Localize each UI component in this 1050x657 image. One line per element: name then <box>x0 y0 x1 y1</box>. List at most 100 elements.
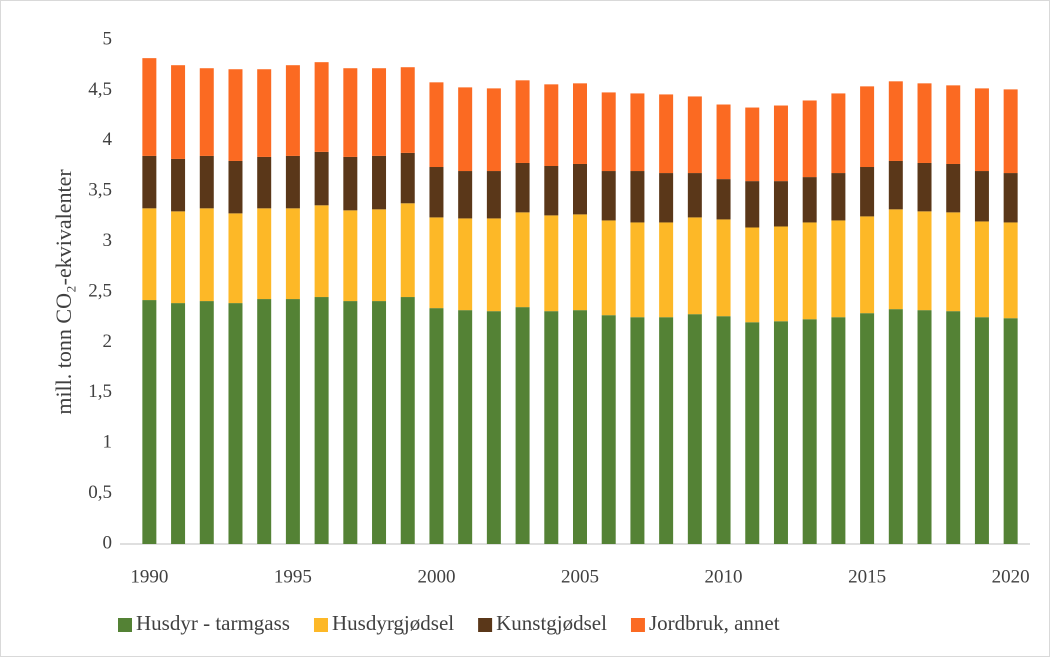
bar-segment <box>199 208 214 302</box>
y-tick-label: 1,5 <box>88 381 112 402</box>
bar-segment <box>142 208 157 301</box>
bar-segment <box>1003 89 1018 174</box>
legend-swatch <box>478 618 493 632</box>
bar-segment <box>285 65 300 156</box>
bar-segment <box>831 220 846 318</box>
bar-segment <box>142 155 157 209</box>
bar-segment <box>860 167 875 217</box>
bar-segment <box>257 208 272 300</box>
bar-segment <box>601 92 616 172</box>
bar-segment <box>343 210 358 302</box>
bar-segment <box>860 313 875 544</box>
bar-segment <box>285 155 300 209</box>
bar-segment <box>917 83 932 163</box>
bar-segment <box>888 309 903 544</box>
y-tick-label: 2 <box>103 331 113 352</box>
bar-segment <box>142 58 157 156</box>
bar-segment <box>716 104 731 180</box>
bar-segment <box>372 209 387 302</box>
bar-segment <box>314 205 329 298</box>
bar-segment <box>802 319 817 544</box>
legend-label: Husdyrgjødsel <box>332 611 454 635</box>
bar-segment <box>917 310 932 544</box>
bar-segment <box>659 173 674 223</box>
bar-segment <box>802 177 817 223</box>
x-tick-label: 1990 <box>130 566 168 587</box>
bar-segment <box>486 218 501 312</box>
y-tick-label: 2,5 <box>88 280 112 301</box>
bar-segment <box>429 167 444 218</box>
bar-segment <box>630 171 645 223</box>
bar-segment <box>458 218 473 311</box>
bar-segment <box>974 88 989 172</box>
bar-segment <box>171 65 186 159</box>
bar-segment <box>257 156 272 209</box>
bar-segment <box>1003 222 1018 319</box>
bar-segment <box>458 87 473 172</box>
y-tick-label: 1 <box>103 432 113 453</box>
bar-segment <box>486 311 501 544</box>
bar-segment <box>773 105 788 182</box>
bar-segment <box>257 69 272 157</box>
bar-segment <box>343 68 358 157</box>
y-tick-label: 3 <box>103 230 113 251</box>
bar-segment <box>199 301 214 544</box>
bar-segment <box>544 311 559 544</box>
bar-segment <box>573 214 587 311</box>
legend-swatch <box>118 618 132 632</box>
bar-segment <box>458 310 473 544</box>
bar-segment <box>917 162 932 212</box>
bar-segment <box>544 166 559 216</box>
bar-segment <box>515 212 530 308</box>
bar-segment <box>343 301 358 544</box>
bar-segment <box>228 213 243 304</box>
y-tick-label: 4 <box>103 129 113 150</box>
bar-segment <box>802 222 817 320</box>
bar-segment <box>802 100 817 178</box>
bar-segment <box>601 220 616 316</box>
x-tick-label: 1995 <box>274 566 312 587</box>
bar-segment <box>486 171 501 219</box>
bar-segment <box>429 82 444 168</box>
bar-segment <box>630 222 645 318</box>
bar-segment <box>257 299 272 544</box>
bar-segment <box>630 93 645 172</box>
bar-segment <box>285 208 300 300</box>
bar-segment <box>515 307 530 544</box>
bar-segment <box>458 171 473 219</box>
bar-segment <box>199 155 214 209</box>
x-tick-label: 2005 <box>561 566 599 587</box>
bar-segment <box>429 308 444 544</box>
bar-segment <box>745 181 760 228</box>
x-tick-label: 2010 <box>705 566 743 587</box>
y-tick-label: 4,5 <box>88 79 112 100</box>
bar-segment <box>687 96 702 174</box>
bar-segment <box>831 173 846 221</box>
bar-segment <box>372 68 387 156</box>
bar-segment <box>946 163 961 213</box>
x-tick-label: 2015 <box>848 566 886 587</box>
bar-segment <box>601 315 616 544</box>
bar-segment <box>659 222 674 318</box>
y-axis-label: mill. tonn CO₂-ekvivalenter <box>51 169 76 415</box>
bar-segment <box>544 215 559 312</box>
bar-segment <box>343 156 358 211</box>
bar-segment <box>946 212 961 312</box>
bar-segment <box>228 69 243 161</box>
bar-segment <box>831 93 846 174</box>
bar-segment <box>917 211 932 311</box>
legend-label: Jordbruk, annet <box>649 611 780 635</box>
legend-swatch <box>630 618 645 632</box>
bar-segment <box>860 86 875 168</box>
bar-segment <box>687 314 702 544</box>
bar-segment <box>946 85 961 164</box>
bar-segment <box>1003 173 1018 223</box>
bar-segment <box>659 317 674 544</box>
bar-segment <box>400 67 415 153</box>
bar-segment <box>687 217 702 315</box>
y-tick-label: 3,5 <box>88 180 112 201</box>
bar-segment <box>400 297 415 544</box>
bar-segment <box>314 297 329 544</box>
